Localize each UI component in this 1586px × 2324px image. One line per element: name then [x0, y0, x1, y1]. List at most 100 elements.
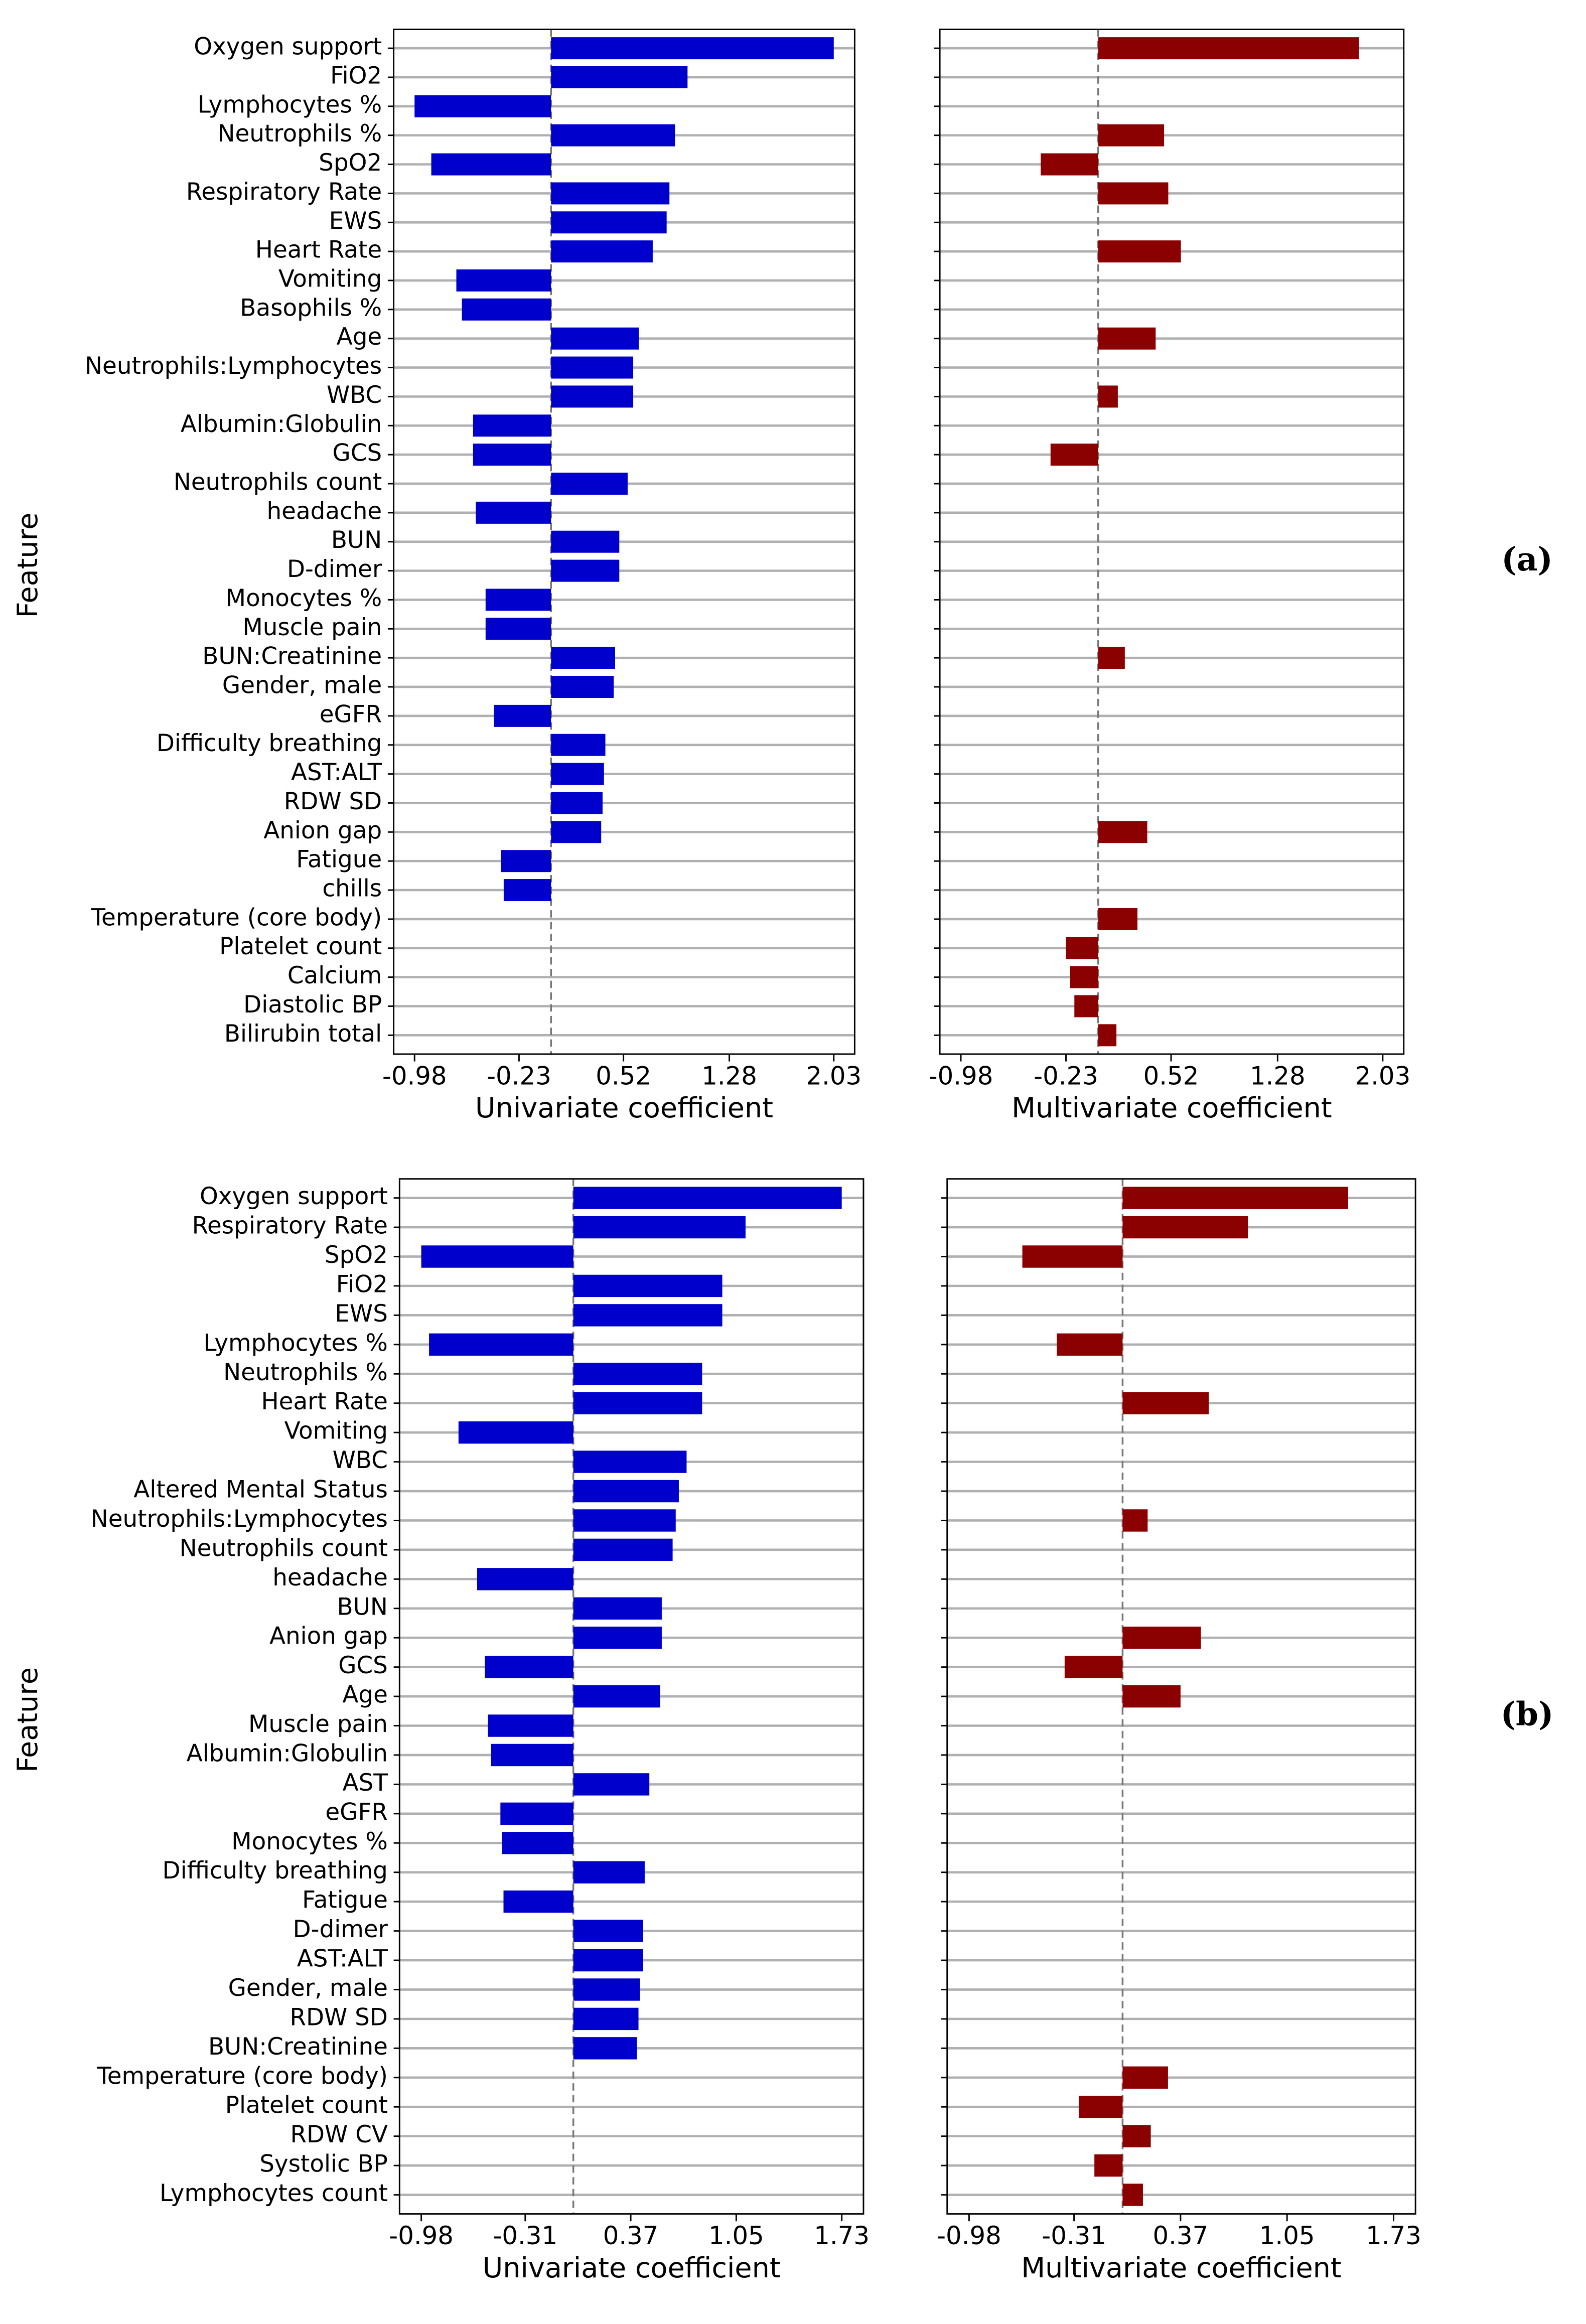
bar [429, 1333, 573, 1356]
bar [1098, 37, 1359, 60]
x-tick-label: 1.05 [1259, 2221, 1315, 2250]
bar [573, 1509, 676, 1532]
y-tick-label: AST:ALT [297, 1946, 388, 1973]
y-tick-label: RDW CV [291, 2121, 388, 2148]
bar [551, 385, 634, 408]
y-tick-label: chills [322, 876, 382, 903]
bar [1122, 2125, 1151, 2147]
y-tick-label: Neutrophils:Lymphocytes [91, 1506, 388, 1533]
bar [573, 1274, 723, 1297]
x-tick-label: -0.31 [1042, 2221, 1106, 2250]
y-tick-label: Muscle pain [242, 614, 382, 641]
x-tick-label: -0.31 [493, 2221, 557, 2250]
bar [1098, 647, 1125, 669]
y-tick-label: Fatigue [296, 846, 382, 874]
y-tick-label: Respiratory Rate [186, 179, 382, 206]
bar [551, 356, 634, 379]
y-tick-label: EWS [335, 1300, 388, 1328]
bar [1122, 1392, 1209, 1414]
bar [573, 1392, 702, 1414]
y-tick-label: SpO2 [319, 150, 382, 177]
x-axis-label: Univariate coefficient [475, 1092, 773, 1124]
bar [573, 1480, 679, 1503]
bar [1078, 2096, 1123, 2118]
x-tick-label: -0.98 [389, 2221, 454, 2250]
y-tick-label: Fatigue [302, 1887, 388, 1914]
x-tick-label: 2.03 [806, 1061, 861, 1090]
x-axis-label: Multivariate coefficient [1021, 2252, 1341, 2284]
y-tick-label: Calcium [287, 962, 382, 989]
bar [573, 1978, 640, 2001]
bar [573, 2007, 639, 2030]
bar [1064, 1656, 1123, 1678]
bar [501, 850, 551, 873]
x-tick-label: 1.28 [701, 1061, 757, 1090]
y-tick-label: GCS [338, 1652, 388, 1679]
y-tick-label: Lymphocytes count [160, 2180, 388, 2207]
y-tick-label: Neutrophils % [217, 120, 382, 148]
bar [1098, 327, 1156, 350]
y-tick-label: D-dimer [287, 556, 382, 583]
y-tick-label: FiO2 [330, 62, 382, 89]
bar [573, 1304, 723, 1327]
bar [1122, 1187, 1348, 1209]
y-tick-label: Neutrophils % [223, 1359, 388, 1386]
bar [573, 1627, 662, 1649]
x-tick-label: 1.73 [814, 2221, 870, 2250]
y-tick-label: Monocytes % [231, 1828, 388, 1855]
y-tick-label: AST [343, 1770, 388, 1797]
bar [551, 327, 639, 350]
bar [1122, 2066, 1168, 2089]
y-tick-label: Heart Rate [255, 237, 382, 264]
bar [551, 676, 614, 698]
bar [573, 1920, 643, 1942]
y-tick-label: Gender, male [228, 1975, 388, 2002]
y-tick-label: RDW SD [284, 788, 382, 815]
y-tick-label: Albumin:Globulin [187, 1740, 388, 1767]
y-tick-label: GCS [333, 440, 382, 467]
bar [551, 240, 653, 263]
x-tick-label: -0.23 [487, 1061, 551, 1090]
bar [573, 1773, 650, 1796]
bar [573, 1187, 842, 1209]
bar [1074, 995, 1098, 1018]
y-tick-label: SpO2 [325, 1242, 388, 1269]
bar [573, 1450, 687, 1473]
y-tick-label: EWS [329, 208, 382, 235]
bar [1098, 240, 1181, 263]
y-tick-label: Basophils % [240, 295, 382, 322]
bar [1070, 966, 1098, 988]
y-tick-label: headache [266, 498, 382, 525]
bar [1098, 385, 1118, 408]
y-tick-label: Lymphocytes % [204, 1330, 388, 1357]
x-axis-label: Multivariate coefficient [1012, 1092, 1332, 1124]
bar [551, 734, 606, 756]
x-tick-label: 0.52 [596, 1061, 651, 1090]
bar [573, 1538, 673, 1561]
bar [488, 1714, 573, 1737]
bar [431, 153, 551, 176]
x-tick-label: 2.03 [1355, 1061, 1410, 1090]
bar [473, 444, 551, 466]
y-tick-label: Vomiting [284, 1418, 388, 1445]
bar [551, 530, 620, 553]
y-tick-label: BUN:Creatinine [202, 643, 382, 670]
bar [551, 821, 602, 843]
bar [1122, 1627, 1201, 1649]
bar [1098, 821, 1147, 843]
bar [503, 879, 551, 902]
panel-label: (a) [1501, 541, 1553, 578]
y-tick-label: Heart Rate [261, 1388, 387, 1415]
bar [1094, 2154, 1123, 2177]
bar [1066, 937, 1098, 959]
bar [458, 1421, 573, 1444]
y-tick-label: BUN:Creatinine [208, 2033, 388, 2061]
x-axis-label: Univariate coefficient [483, 2252, 781, 2284]
x-tick-label: -0.98 [937, 2221, 1001, 2250]
panel-label: (b) [1501, 1696, 1554, 1733]
bar [1057, 1333, 1123, 1356]
y-tick-label: Diastolic BP [243, 991, 382, 1019]
bar [551, 559, 620, 582]
bar [414, 95, 551, 117]
